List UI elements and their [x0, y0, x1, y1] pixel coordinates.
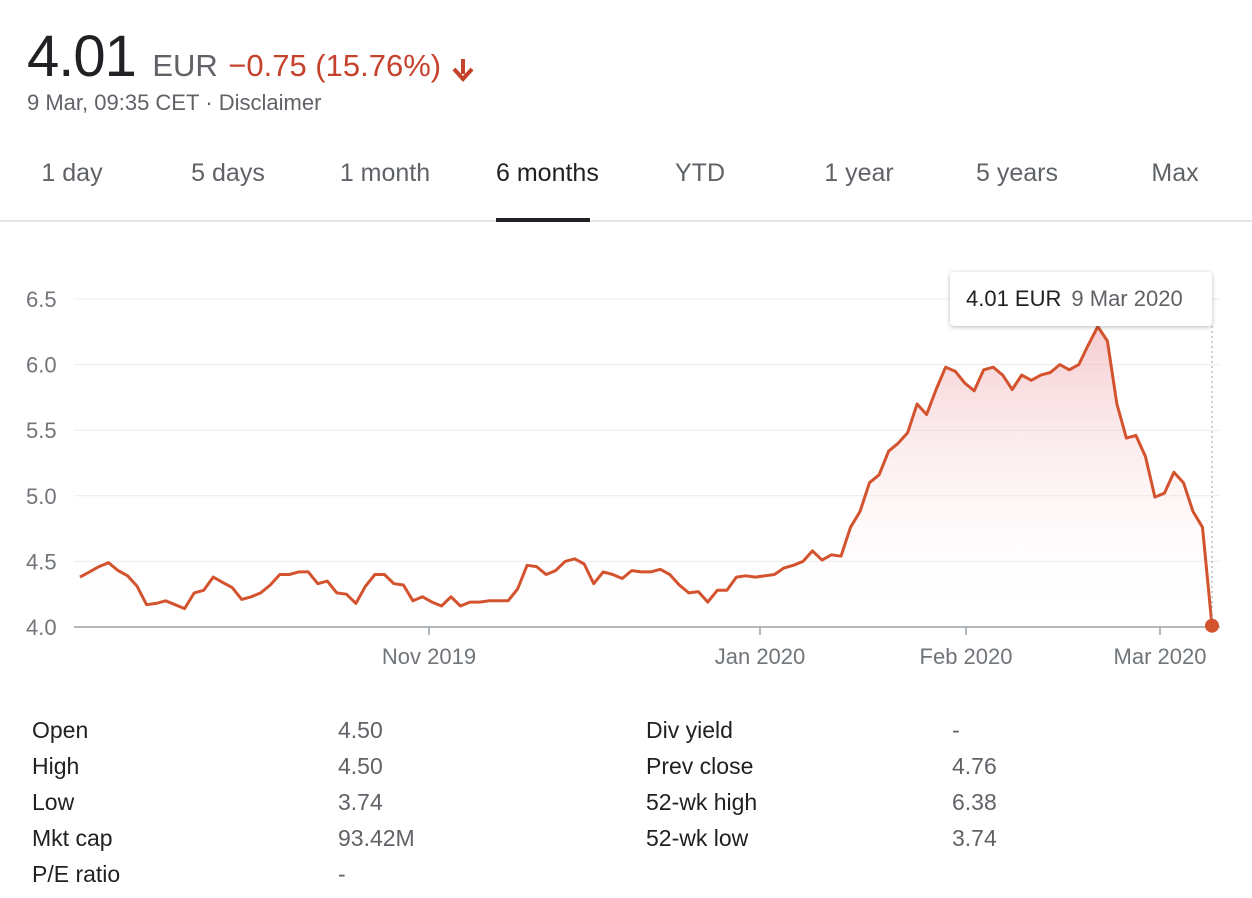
x-tick-label: Mar 2020: [1114, 644, 1207, 669]
stat-value: 3.74: [338, 789, 383, 815]
currency-label: EUR: [152, 48, 218, 83]
last-price-marker: [1205, 618, 1219, 633]
quote-header: 4.01 EUR −0.75 (15.76%): [27, 24, 476, 90]
stat-label: Low: [32, 789, 75, 815]
y-tick-label: 5.0: [26, 484, 57, 509]
y-tick-label: 6.5: [26, 287, 57, 312]
quote-timestamp: 9 Mar, 09:35 CET: [27, 90, 200, 115]
stat-row-prev-close: Prev close 4.76: [646, 748, 1206, 784]
tooltip-date: 9 Mar 2020: [1071, 286, 1183, 311]
x-tick-label: Jan 2020: [715, 644, 806, 669]
price-line: [79, 325, 1214, 626]
range-tabs: 1 day 5 days 1 month 6 months YTD 1 year…: [0, 140, 1252, 222]
stat-label: Prev close: [646, 753, 754, 779]
stat-row-mkt-cap: Mkt cap 93.42M: [32, 820, 592, 856]
stat-row-pe-ratio: P/E ratio -: [32, 856, 592, 892]
y-tick-label: 5.5: [26, 418, 57, 443]
quote-meta: 9 Mar, 09:35 CET · Disclaimer: [27, 90, 321, 116]
stat-row-52-wk-low: 52-wk low 3.74: [646, 820, 1206, 856]
price-area-fill: [80, 326, 1212, 627]
stat-row-div-yield: Div yield -: [646, 712, 1206, 748]
stats-left-column: Open 4.50 High 4.50 Low 3.74 Mkt cap 93.42M …: [32, 712, 592, 892]
y-tick-label: 4.5: [26, 549, 57, 574]
stat-value: 4.50: [338, 717, 383, 743]
tab-5-days[interactable]: 5 days: [191, 159, 265, 187]
stat-label: 52-wk high: [646, 789, 758, 815]
tab-max[interactable]: Max: [1151, 159, 1199, 187]
tab-5-years[interactable]: 5 years: [976, 159, 1058, 187]
stat-row-52-wk-high: 52-wk high 6.38: [646, 784, 1206, 820]
x-tick-label: Feb 2020: [920, 644, 1013, 669]
y-tick-label: 4.0: [26, 615, 57, 640]
stat-label: 52-wk low: [646, 825, 749, 851]
stat-row-high: High 4.50: [32, 748, 592, 784]
stat-label: High: [32, 753, 80, 779]
stat-value: 6.38: [952, 789, 997, 815]
tab-6-months[interactable]: 6 months: [496, 140, 599, 222]
stat-value: -: [338, 861, 346, 887]
stat-label: Div yield: [646, 717, 733, 743]
y-tick-label: 6.0: [26, 353, 57, 378]
current-price: 4.01: [27, 24, 137, 89]
stat-label: P/E ratio: [32, 861, 121, 887]
disclaimer-link[interactable]: Disclaimer: [218, 90, 322, 115]
price-tooltip: 4.01 EUR 9 Mar 2020: [950, 272, 1212, 326]
stat-value: 4.50: [338, 753, 383, 779]
stat-value: 4.76: [952, 753, 997, 779]
stat-label: Open: [32, 717, 89, 743]
price-change: −0.75 (15.76%): [228, 48, 442, 83]
tab-1-day[interactable]: 1 day: [41, 159, 103, 187]
meta-separator: ·: [205, 90, 213, 115]
tab-1-year[interactable]: 1 year: [824, 159, 894, 187]
arrow-down-icon: [450, 56, 476, 82]
stat-value: 93.42M: [338, 825, 415, 851]
stats-right-column: Div yield - Prev close 4.76 52-wk high 6.38…: [646, 712, 1206, 856]
stat-value: 3.74: [952, 825, 997, 851]
x-tick-label: Nov 2019: [382, 644, 476, 669]
tooltip-price: 4.01 EUR: [966, 286, 1062, 311]
stat-row-low: Low 3.74: [32, 784, 592, 820]
price-chart[interactable]: 4.0 4.5 5.0 5.5 6.0 6.5 Nov 2019 Jan 2020 Feb 20…: [0, 0, 1252, 700]
stat-row-open: Open 4.50: [32, 712, 592, 748]
tab-1-month[interactable]: 1 month: [339, 159, 431, 187]
stat-label: Mkt cap: [32, 825, 113, 851]
stat-value: -: [952, 717, 960, 743]
tab-ytd[interactable]: YTD: [675, 159, 725, 187]
